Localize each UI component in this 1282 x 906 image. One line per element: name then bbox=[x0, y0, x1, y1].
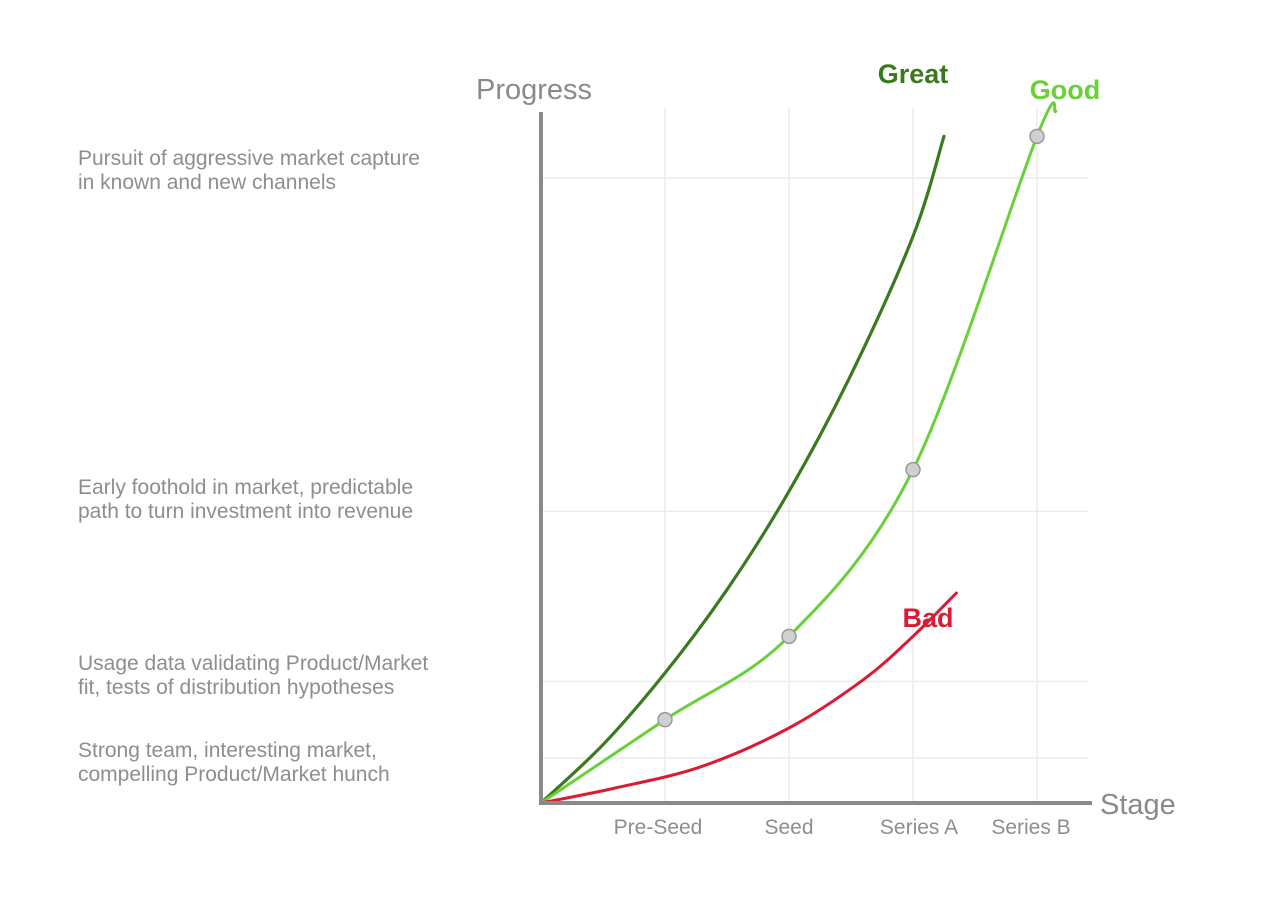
gridlines bbox=[541, 108, 1088, 803]
series-line-great bbox=[539, 134, 946, 805]
x-tick-label: Series B bbox=[991, 816, 1070, 839]
x-axis-title: Stage bbox=[1100, 789, 1176, 821]
series-labels: Great Good Bad bbox=[878, 59, 1101, 633]
series-label-bad: Bad bbox=[902, 603, 953, 633]
x-tick-label: Series A bbox=[880, 816, 958, 839]
y-level-labels: Strong team, interesting market,compelli… bbox=[78, 147, 428, 786]
y-level-label: Early foothold in market, predictable bbox=[78, 476, 413, 499]
y-level-label: Strong team, interesting market, bbox=[78, 739, 377, 762]
axes bbox=[539, 112, 1092, 805]
y-level-label: Pursuit of aggressive market capture bbox=[78, 147, 420, 170]
data-point-marker bbox=[781, 628, 797, 645]
y-level-label: in known and new channels bbox=[78, 171, 336, 194]
y-level-label: fit, tests of distribution hypotheses bbox=[78, 676, 394, 699]
x-tick-labels: Pre-Seed Seed Series A Series B bbox=[614, 816, 1071, 839]
y-level-label: path to turn investment into revenue bbox=[78, 500, 413, 523]
series-lines bbox=[539, 101, 1058, 805]
series-label-great: Great bbox=[878, 59, 949, 89]
data-point-marker bbox=[657, 711, 673, 728]
x-tick-label: Seed bbox=[764, 816, 813, 839]
series-line-good bbox=[539, 101, 1058, 805]
data-point-marker bbox=[905, 461, 921, 478]
y-axis-title: Progress bbox=[476, 74, 592, 106]
series-label-good: Good bbox=[1030, 75, 1100, 105]
y-level-label: Usage data validating Product/Market bbox=[78, 652, 428, 675]
series-markers bbox=[657, 128, 1045, 728]
y-level-label: compelling Product/Market hunch bbox=[78, 763, 390, 786]
x-tick-label: Pre-Seed bbox=[614, 816, 703, 839]
series-line-bad bbox=[539, 591, 958, 805]
data-point-marker bbox=[1029, 128, 1045, 145]
